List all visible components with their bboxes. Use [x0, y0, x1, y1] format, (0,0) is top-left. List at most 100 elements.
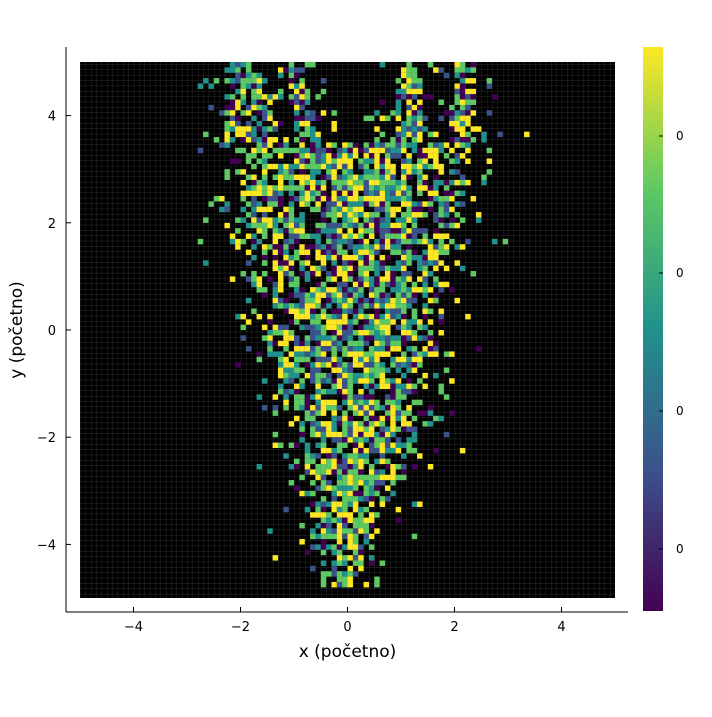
- heatmap-cell: [320, 281, 327, 288]
- heatmap-cell: [422, 94, 428, 100]
- heatmap-cell: [401, 442, 407, 449]
- heatmap-cell: [213, 78, 220, 84]
- heatmap-cell: [427, 153, 434, 159]
- heatmap-cell: [411, 501, 418, 507]
- heatmap-cell: [433, 244, 439, 250]
- heatmap-cell: [433, 346, 439, 352]
- heatmap-cell: [465, 99, 471, 105]
- heatmap-cell: [299, 260, 305, 266]
- heatmap-cell: [256, 238, 262, 245]
- heatmap-cell: [438, 233, 444, 239]
- heatmap-cell: [336, 244, 343, 250]
- heatmap-cell: [390, 190, 396, 197]
- heatmap-cell: [352, 297, 359, 304]
- heatmap-cell: [417, 120, 423, 127]
- heatmap-cell: [261, 153, 268, 159]
- heatmap-cell: [363, 367, 369, 373]
- heatmap-cell: [358, 238, 364, 245]
- heatmap-cell: [267, 244, 273, 250]
- heatmap-cell: [342, 281, 348, 288]
- heatmap-cell: [411, 356, 418, 363]
- heatmap-cell: [256, 287, 262, 293]
- heatmap-cell: [294, 110, 300, 116]
- heatmap-cell: [283, 506, 289, 513]
- heatmap-cell: [336, 158, 343, 164]
- heatmap-cell: [465, 137, 471, 143]
- heatmap-cell: [358, 292, 364, 298]
- heatmap-cell: [411, 163, 418, 170]
- heatmap-cell: [417, 190, 423, 197]
- heatmap-cell: [459, 447, 466, 454]
- heatmap-cell: [229, 104, 236, 111]
- heatmap-cell: [352, 528, 359, 534]
- heatmap-cell: [342, 469, 348, 475]
- heatmap-cell: [347, 351, 353, 357]
- heatmap-cell: [358, 362, 364, 368]
- heatmap-cell: [336, 297, 343, 304]
- heatmap-cell: [352, 485, 359, 491]
- heatmap-cell: [459, 72, 466, 79]
- heatmap-cell: [224, 137, 230, 143]
- heatmap-cell: [331, 319, 337, 325]
- heatmap-cell: [433, 447, 439, 454]
- heatmap-cell: [417, 137, 423, 143]
- heatmap-cell: [465, 110, 471, 116]
- heatmap-cell: [256, 313, 262, 320]
- heatmap-cell: [438, 196, 444, 202]
- heatmap-cell: [395, 99, 402, 105]
- heatmap-cell: [406, 120, 412, 127]
- heatmap-cell: [245, 201, 252, 207]
- heatmap-cell: [283, 453, 289, 459]
- heatmap-cell: [331, 571, 337, 577]
- heatmap-cell: [288, 99, 295, 105]
- heatmap-cell: [342, 522, 348, 529]
- heatmap-cell: [384, 496, 391, 502]
- heatmap-cell: [304, 351, 311, 357]
- heatmap-cell: [417, 174, 423, 181]
- heatmap-cell: [368, 335, 375, 341]
- heatmap-cell: [390, 410, 396, 416]
- heatmap-cell: [336, 153, 343, 159]
- heatmap-cell: [390, 249, 396, 256]
- heatmap-cell: [427, 238, 434, 245]
- heatmap-cell: [342, 297, 348, 304]
- heatmap-cell: [310, 179, 316, 186]
- heatmap-cell: [422, 410, 428, 416]
- heatmap-cell: [315, 287, 321, 293]
- heatmap-cell: [342, 512, 348, 518]
- heatmap-cell: [267, 110, 273, 116]
- heatmap-cell: [310, 544, 316, 550]
- heatmap-cell: [352, 179, 359, 186]
- heatmap-cell: [294, 351, 300, 357]
- heatmap-cell: [433, 351, 439, 357]
- heatmap-cell: [368, 179, 375, 186]
- heatmap-cell: [267, 222, 273, 229]
- heatmap-cell: [342, 292, 348, 298]
- heatmap-cell: [326, 533, 332, 540]
- heatmap-cell: [502, 238, 509, 245]
- heatmap-cell: [379, 287, 386, 293]
- heatmap-cell: [395, 228, 402, 234]
- heatmap-cell: [342, 528, 348, 534]
- heatmap-cell: [384, 206, 391, 213]
- heatmap-cell: [310, 206, 316, 213]
- heatmap-cell: [342, 383, 348, 390]
- heatmap-cell: [315, 313, 321, 320]
- heatmap-cell: [395, 442, 402, 449]
- heatmap-cell: [374, 158, 380, 164]
- heatmap-cell: [251, 201, 257, 207]
- heatmap-cell: [342, 206, 348, 213]
- heatmap-cell: [245, 126, 252, 132]
- heatmap-cell: [310, 415, 316, 422]
- heatmap-cell: [251, 271, 257, 277]
- heatmap-cell: [203, 78, 209, 84]
- heatmap-cell: [277, 94, 284, 100]
- heatmap-cell: [363, 431, 369, 438]
- heatmap-cell: [288, 201, 295, 207]
- heatmap-cell: [251, 72, 257, 79]
- heatmap-cell: [315, 426, 321, 432]
- heatmap-cell: [384, 254, 391, 261]
- heatmap-cell: [465, 78, 471, 84]
- heatmap-cell: [470, 99, 476, 105]
